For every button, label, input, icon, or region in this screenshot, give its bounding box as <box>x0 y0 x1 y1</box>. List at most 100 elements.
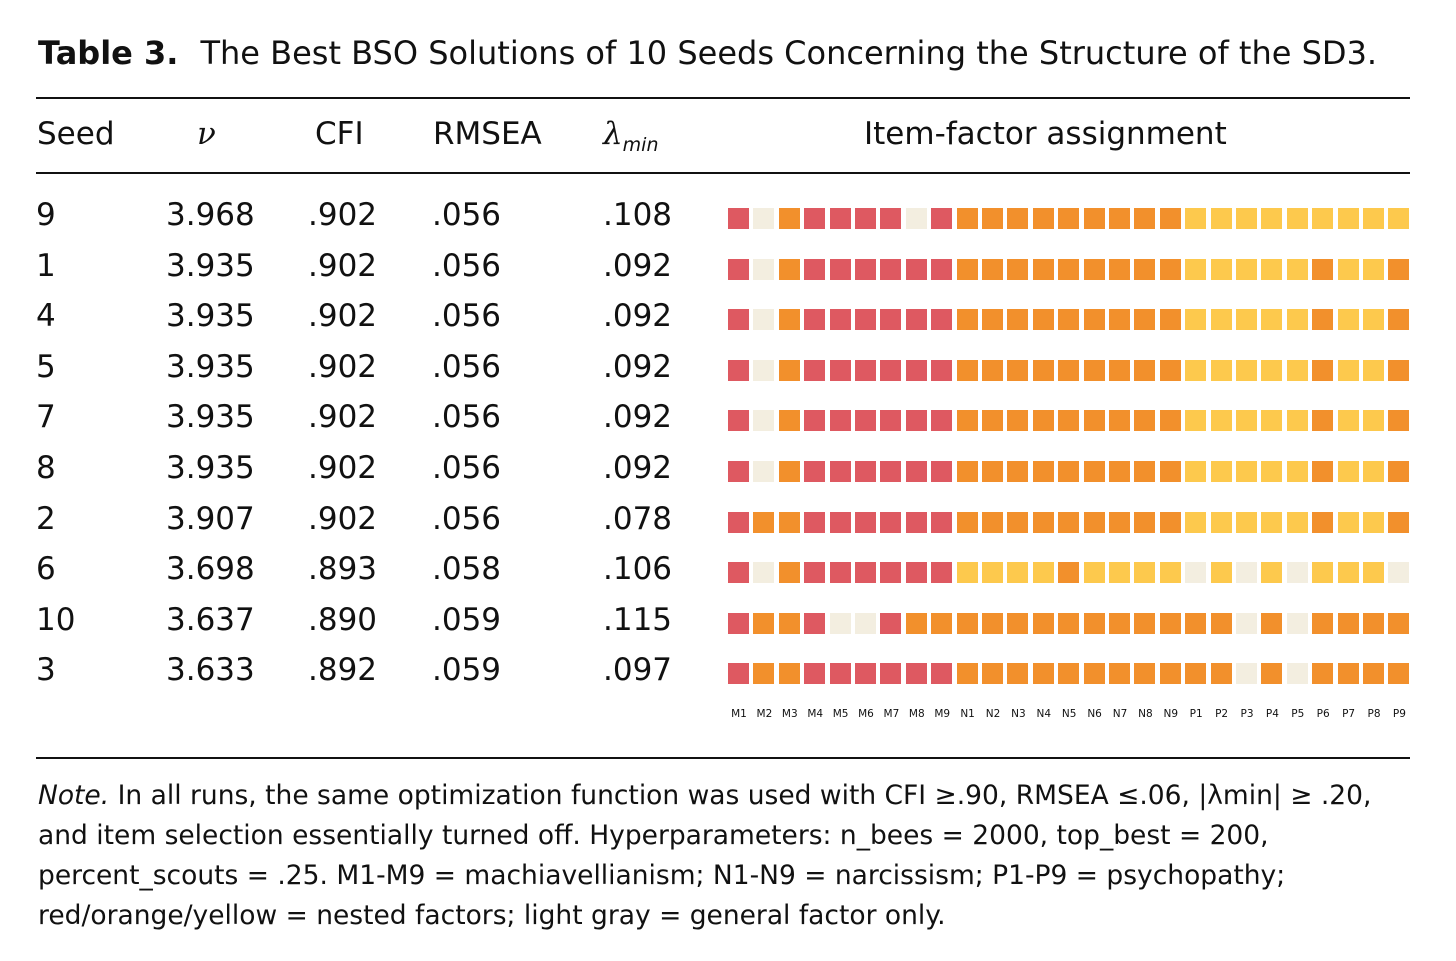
assignment-cell-P3 <box>1236 612 1257 634</box>
assignment-cell-N3 <box>1007 461 1029 482</box>
assignment-cell-P1 <box>1185 359 1207 381</box>
assignment-cell-N6 <box>1083 410 1105 432</box>
assignment-cell-M1 <box>728 359 749 381</box>
assignment-cell-N7 <box>1109 663 1130 685</box>
cell-cfi: .902 <box>308 197 378 233</box>
assignment-cell-N5 <box>1058 663 1080 685</box>
assignment-cell-M3 <box>778 612 800 634</box>
assignment-cell-P5 <box>1286 612 1308 634</box>
assignment-cell-M3 <box>778 258 800 280</box>
assignment-cell-P4 <box>1261 258 1283 280</box>
assignment-cell-N4 <box>1032 208 1054 229</box>
assignment-cell-N8 <box>1134 258 1156 280</box>
assignment-cell-M2 <box>753 208 775 229</box>
assignment-cell-N3 <box>1007 663 1029 685</box>
assignment-strip <box>728 461 1410 482</box>
assignment-strip <box>728 208 1410 229</box>
item-label: M2 <box>756 708 773 720</box>
table-row: 3 3.633 .892 .059 .097 <box>0 652 1456 702</box>
assignment-cell-P8 <box>1363 410 1384 432</box>
assignment-cell-M4 <box>804 562 826 584</box>
assignment-cell-N2 <box>982 309 1003 331</box>
item-label: N3 <box>1011 708 1026 720</box>
cell-rmsea: .058 <box>432 551 502 588</box>
cell-rmsea: .056 <box>432 450 502 486</box>
cell-lambda: .092 <box>603 399 673 436</box>
cell-seed: 5 <box>36 348 56 385</box>
assignment-cell-N4 <box>1032 258 1054 280</box>
assignment-cell-M7 <box>880 663 902 685</box>
assignment-cell-N1 <box>956 309 978 331</box>
assignment-cell-M9 <box>931 258 953 280</box>
assignment-cell-N5 <box>1058 208 1080 229</box>
assignment-cell-N3 <box>1007 612 1029 634</box>
assignment-cell-P2 <box>1210 208 1232 229</box>
assignment-strip <box>728 663 1410 685</box>
col-header-cfi: CFI <box>315 116 364 152</box>
assignment-strip <box>728 309 1410 331</box>
item-label: P4 <box>1265 708 1279 720</box>
assignment-cell-M5 <box>829 612 851 634</box>
assignment-cell-P4 <box>1261 461 1283 482</box>
item-label: M9 <box>934 708 951 720</box>
item-label: N6 <box>1087 708 1102 720</box>
table-note: Note. In all runs, the same optimization… <box>38 776 1418 936</box>
top-rule <box>36 97 1410 99</box>
assignment-cell-M1 <box>728 461 749 482</box>
assignment-cell-N2 <box>982 410 1003 432</box>
assignment-cell-N7 <box>1109 410 1130 432</box>
cell-rmsea: .056 <box>432 247 502 284</box>
col-header-assignment: Item-factor assignment <box>864 116 1227 152</box>
item-label: M4 <box>807 708 824 720</box>
assignment-cell-P3 <box>1236 359 1257 381</box>
assignment-cell-N5 <box>1058 612 1080 634</box>
col-header-lambda: λmin <box>603 116 659 156</box>
assignment-cell-M7 <box>880 359 902 381</box>
assignment-cell-N4 <box>1032 663 1054 685</box>
assignment-cell-M4 <box>804 511 826 533</box>
assignment-cell-P6 <box>1312 208 1334 229</box>
table-row: 7 3.935 .902 .056 .092 <box>0 399 1456 449</box>
assignment-cell-P5 <box>1286 511 1308 533</box>
assignment-cell-P9 <box>1388 359 1410 381</box>
assignment-cell-N2 <box>982 663 1003 685</box>
cell-nu: 3.637 <box>166 601 255 638</box>
assignment-cell-N8 <box>1134 562 1156 584</box>
cell-lambda: .106 <box>603 551 673 588</box>
assignment-cell-N6 <box>1083 461 1105 482</box>
assignment-cell-N9 <box>1159 309 1181 331</box>
item-label: M1 <box>731 708 747 720</box>
cell-seed: 6 <box>36 551 56 588</box>
assignment-cell-N6 <box>1083 208 1105 229</box>
assignment-cell-N7 <box>1109 258 1130 280</box>
assignment-cell-M8 <box>905 208 927 229</box>
assignment-cell-P1 <box>1185 663 1207 685</box>
assignment-cell-M6 <box>855 410 876 432</box>
item-label: P5 <box>1291 708 1305 720</box>
assignment-cell-N2 <box>982 461 1003 482</box>
assignment-cell-N7 <box>1109 208 1130 229</box>
lambda-subscript: min <box>622 134 659 156</box>
item-labels: M1 M2 M3 M4 M5 M6 M7 M8 M9 N1 N2 N3 N4 N5 N6 N7 N8 N9 P1 P2… <box>728 708 1408 724</box>
assignment-cell-P7 <box>1337 562 1359 584</box>
assignment-cell-P9 <box>1388 461 1410 482</box>
table-caption: Table 3. The Best BSO Solutions of 10 See… <box>38 34 1377 72</box>
assignment-cell-N4 <box>1032 359 1054 381</box>
assignment-cell-M2 <box>753 562 775 584</box>
assignment-cell-P6 <box>1312 562 1334 584</box>
assignment-cell-P3 <box>1236 410 1257 432</box>
assignment-cell-M8 <box>905 258 927 280</box>
assignment-cell-M6 <box>855 511 876 533</box>
assignment-cell-P9 <box>1388 612 1410 634</box>
assignment-cell-N5 <box>1058 562 1080 584</box>
assignment-cell-P9 <box>1388 663 1410 685</box>
assignment-cell-P1 <box>1185 258 1207 280</box>
assignment-cell-M5 <box>829 208 851 229</box>
cell-nu: 3.968 <box>166 197 255 233</box>
item-label: M3 <box>781 708 798 720</box>
assignment-cell-M3 <box>778 663 800 685</box>
assignment-cell-P3 <box>1236 258 1257 280</box>
assignment-cell-M4 <box>804 309 826 331</box>
cell-cfi: .902 <box>308 450 378 486</box>
cell-seed: 9 <box>36 197 56 233</box>
